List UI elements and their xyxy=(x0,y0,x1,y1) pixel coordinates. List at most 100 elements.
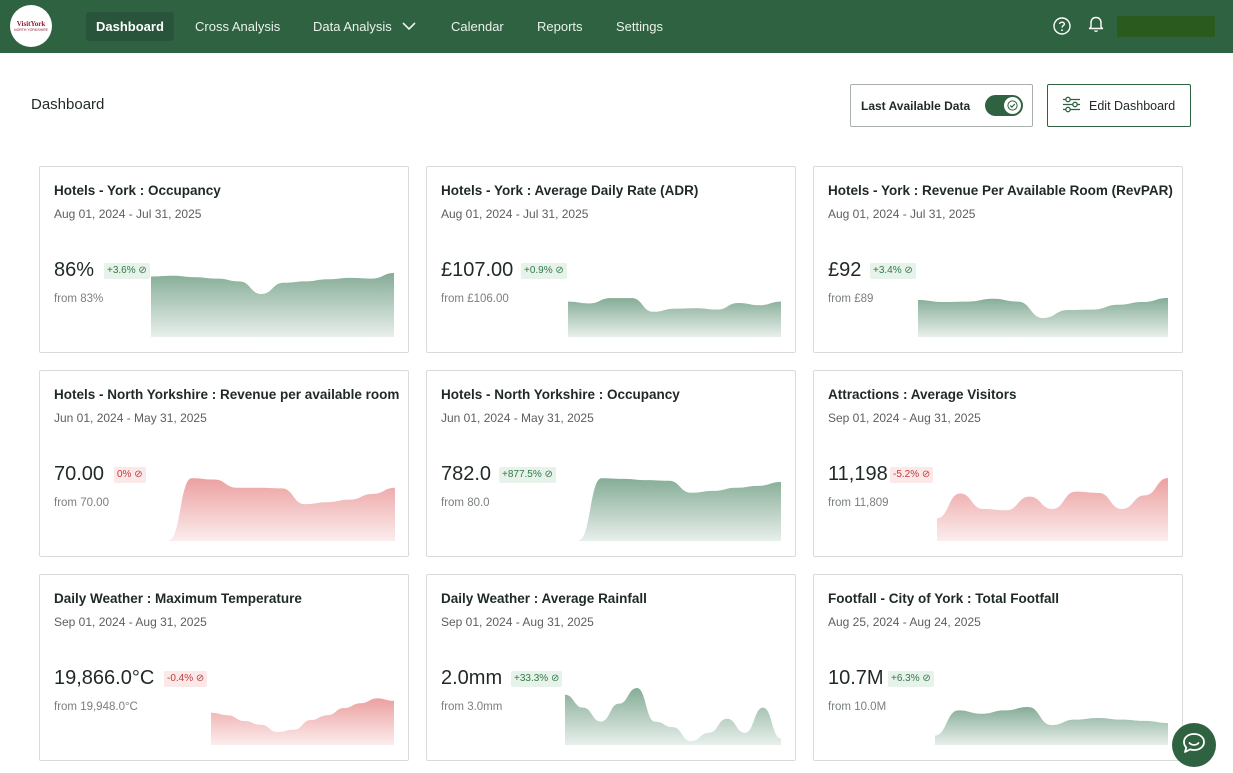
edit-dashboard-button[interactable]: Edit Dashboard xyxy=(1047,84,1191,127)
card-previous-value: from 83% xyxy=(54,293,104,305)
metric-card[interactable]: Hotels - York : Revenue Per Available Ro… xyxy=(813,166,1183,353)
sparkline-chart xyxy=(579,478,781,541)
card-title: Daily Weather : Average Rainfall xyxy=(441,591,647,606)
edit-dashboard-label: Edit Dashboard xyxy=(1089,98,1176,113)
sparkline-area xyxy=(211,698,394,745)
sparkline-area xyxy=(169,478,395,541)
change-badge: -0.4% ⊘ xyxy=(164,671,208,687)
toggle-label: Last Available Data xyxy=(861,98,971,113)
change-badge: +33.3% ⊘ xyxy=(511,671,563,687)
visit-york-logo[interactable]: VisitYork NORTH YORKSHIRE xyxy=(10,5,52,47)
change-value: +0.9% xyxy=(524,265,553,276)
card-title: Hotels - York : Average Daily Rate (ADR) xyxy=(441,183,699,198)
trend-icon: ⊘ xyxy=(134,469,143,480)
sparkline-area xyxy=(568,298,781,337)
card-date-range: Aug 01, 2024 - Jul 31, 2025 xyxy=(54,207,202,221)
change-badge: 0% ⊘ xyxy=(114,467,146,483)
user-account-menu[interactable] xyxy=(1117,16,1215,37)
change-value: -0.4% xyxy=(167,673,194,684)
card-previous-value: from £89 xyxy=(828,293,874,305)
sparkline-chart xyxy=(918,298,1168,337)
sparkline-chart xyxy=(937,478,1168,541)
trend-icon: ⊘ xyxy=(138,265,147,276)
card-title: Footfall - City of York : Total Footfall xyxy=(828,591,1059,606)
bell-icon[interactable] xyxy=(1085,13,1107,35)
sparkline-chart xyxy=(151,273,394,337)
chat-support-button[interactable] xyxy=(1172,723,1216,767)
card-value: 10.7M xyxy=(828,667,884,689)
sparkline-chart xyxy=(565,688,781,745)
metric-card[interactable]: Hotels - North Yorkshire : Occupancy Jun… xyxy=(426,370,796,557)
page-title: Dashboard xyxy=(31,96,105,113)
sparkline-area xyxy=(937,478,1168,541)
card-value: 11,198 xyxy=(828,463,888,485)
logo-text-secondary: NORTH YORKSHIRE xyxy=(14,27,48,32)
card-value: £92 xyxy=(828,259,862,281)
sparkline-chart xyxy=(568,298,781,337)
change-badge: +6.3% ⊘ xyxy=(888,671,934,687)
metric-card[interactable]: Daily Weather : Maximum Temperature Sep … xyxy=(39,574,409,761)
card-previous-value: from 19,948.0°C xyxy=(54,701,138,713)
card-previous-value: from £106.00 xyxy=(441,293,509,305)
change-value: +33.3% xyxy=(514,673,549,684)
change-badge: +3.4% ⊘ xyxy=(870,263,916,279)
card-date-range: Aug 01, 2024 - Jul 31, 2025 xyxy=(828,207,976,221)
card-previous-value: from 3.0mm xyxy=(441,701,503,713)
card-value: 86% xyxy=(54,259,95,281)
logo-text-primary: VisitYork xyxy=(16,19,46,28)
nav-item-data-analysis-label: Data Analysis xyxy=(313,19,392,34)
nav-item-dashboard[interactable]: Dashboard xyxy=(86,12,174,41)
sparkline-area xyxy=(565,688,781,745)
card-previous-value: from 80.0 xyxy=(441,497,490,509)
card-date-range: Jun 01, 2024 - May 31, 2025 xyxy=(54,411,207,425)
metric-card[interactable]: Attractions : Average Visitors Sep 01, 2… xyxy=(813,370,1183,557)
change-value: +877.5% xyxy=(502,469,542,480)
card-title: Hotels - North Yorkshire : Occupancy xyxy=(441,387,680,402)
card-title: Attractions : Average Visitors xyxy=(828,387,1017,402)
card-date-range: Sep 01, 2024 - Aug 31, 2025 xyxy=(54,615,207,629)
card-title: Daily Weather : Maximum Temperature xyxy=(54,591,302,606)
card-value: £107.00 xyxy=(441,259,514,281)
card-value: 19,866.0°C xyxy=(54,667,155,689)
trend-icon: ⊘ xyxy=(921,469,931,480)
sparkline-chart xyxy=(169,478,395,541)
metric-card[interactable]: Daily Weather : Average Rainfall Sep 01,… xyxy=(426,574,796,761)
change-badge: +0.9% ⊘ xyxy=(521,263,567,279)
card-date-range: Sep 01, 2024 - Aug 31, 2025 xyxy=(441,615,594,629)
trend-icon: ⊘ xyxy=(555,265,564,276)
metric-card[interactable]: Footfall - City of York : Total Footfall… xyxy=(813,574,1183,761)
nav-item-data-analysis[interactable]: Data Analysis xyxy=(313,12,416,41)
sparkline-area xyxy=(151,273,394,337)
card-date-range: Jun 01, 2024 - May 31, 2025 xyxy=(441,411,594,425)
metric-card[interactable]: Hotels - North Yorkshire : Revenue per a… xyxy=(39,370,409,557)
sliders-icon xyxy=(1062,96,1081,116)
card-value: 70.00 xyxy=(54,463,105,485)
help-circle-icon[interactable] xyxy=(1051,15,1073,37)
trend-icon: ⊘ xyxy=(544,469,553,480)
card-previous-value: from 11,809 xyxy=(828,497,889,509)
nav-item-cross-analysis[interactable]: Cross Analysis xyxy=(195,19,281,34)
trend-icon: ⊘ xyxy=(904,265,913,276)
toggle-switch[interactable] xyxy=(985,95,1023,116)
change-value: +3.6% xyxy=(107,265,136,276)
sparkline-area xyxy=(579,478,781,541)
card-previous-value: from 10.0M xyxy=(828,701,887,713)
sparkline-chart xyxy=(211,698,394,745)
card-value: 782.0 xyxy=(441,463,492,485)
change-badge: +3.6% ⊘ xyxy=(104,263,150,279)
card-date-range: Sep 01, 2024 - Aug 31, 2025 xyxy=(828,411,981,425)
metric-card[interactable]: Hotels - York : Average Daily Rate (ADR)… xyxy=(426,166,796,353)
chevron-down-icon xyxy=(402,19,416,34)
change-value: +6.3% xyxy=(891,673,920,684)
metric-card[interactable]: Hotels - York : Occupancy Aug 01, 2024 -… xyxy=(39,166,409,353)
nav-item-reports[interactable]: Reports xyxy=(537,19,583,34)
change-badge: -5.2% ⊘ xyxy=(890,467,934,483)
card-value: 2.0mm xyxy=(441,667,503,689)
nav-item-calendar[interactable]: Calendar xyxy=(451,19,504,34)
last-available-data-toggle[interactable]: Last Available Data xyxy=(850,84,1033,127)
change-value: -5.2% xyxy=(893,469,920,480)
card-title: Hotels - York : Occupancy xyxy=(54,183,221,198)
trend-icon: ⊘ xyxy=(922,673,931,684)
nav-item-settings[interactable]: Settings xyxy=(616,19,663,34)
card-date-range: Aug 01, 2024 - Jul 31, 2025 xyxy=(441,207,589,221)
